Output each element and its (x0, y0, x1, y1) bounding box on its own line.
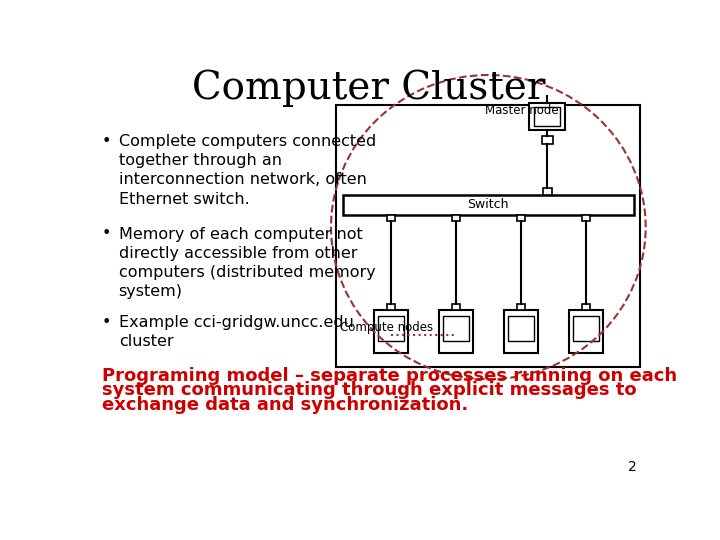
Bar (343, 195, 634, 215)
Bar (504, 310, 538, 353)
Bar (543, 188, 552, 195)
Bar (387, 215, 395, 221)
Bar (443, 316, 469, 341)
Text: •: • (102, 226, 111, 241)
Bar (542, 137, 553, 144)
Bar (517, 215, 525, 221)
Text: Example cci-gridgw.uncc.edu
cluster: Example cci-gridgw.uncc.edu cluster (119, 315, 354, 349)
Bar (529, 103, 565, 130)
Text: Programing model – separate processes running on each: Programing model – separate processes ru… (102, 367, 677, 384)
Text: exchange data and synchronization.: exchange data and synchronization. (102, 396, 468, 414)
Bar (387, 304, 395, 310)
Bar (573, 316, 599, 341)
Bar (534, 107, 560, 126)
Bar (336, 105, 640, 367)
Text: system communicating through explicit messages to: system communicating through explicit me… (102, 381, 636, 399)
Text: Memory of each computer not
directly accessible from other
computers (distribute: Memory of each computer not directly acc… (119, 226, 375, 299)
Text: Master node: Master node (485, 104, 559, 117)
Bar (438, 310, 473, 353)
Bar (452, 215, 459, 221)
Text: Complete computers connected
together through an
interconnection network, often
: Complete computers connected together th… (119, 134, 376, 207)
Bar (374, 310, 408, 353)
Bar (517, 304, 525, 310)
Bar (582, 304, 590, 310)
Bar (377, 316, 404, 341)
Text: •: • (102, 315, 111, 330)
Bar (569, 310, 603, 353)
Bar (452, 304, 459, 310)
Text: •: • (102, 134, 111, 149)
Text: Computer Cluster: Computer Cluster (192, 69, 546, 107)
Bar (508, 316, 534, 341)
Text: Compute nodes: Compute nodes (341, 321, 433, 334)
Bar (582, 215, 590, 221)
Text: 2: 2 (628, 461, 636, 475)
Text: Switch: Switch (467, 198, 509, 212)
